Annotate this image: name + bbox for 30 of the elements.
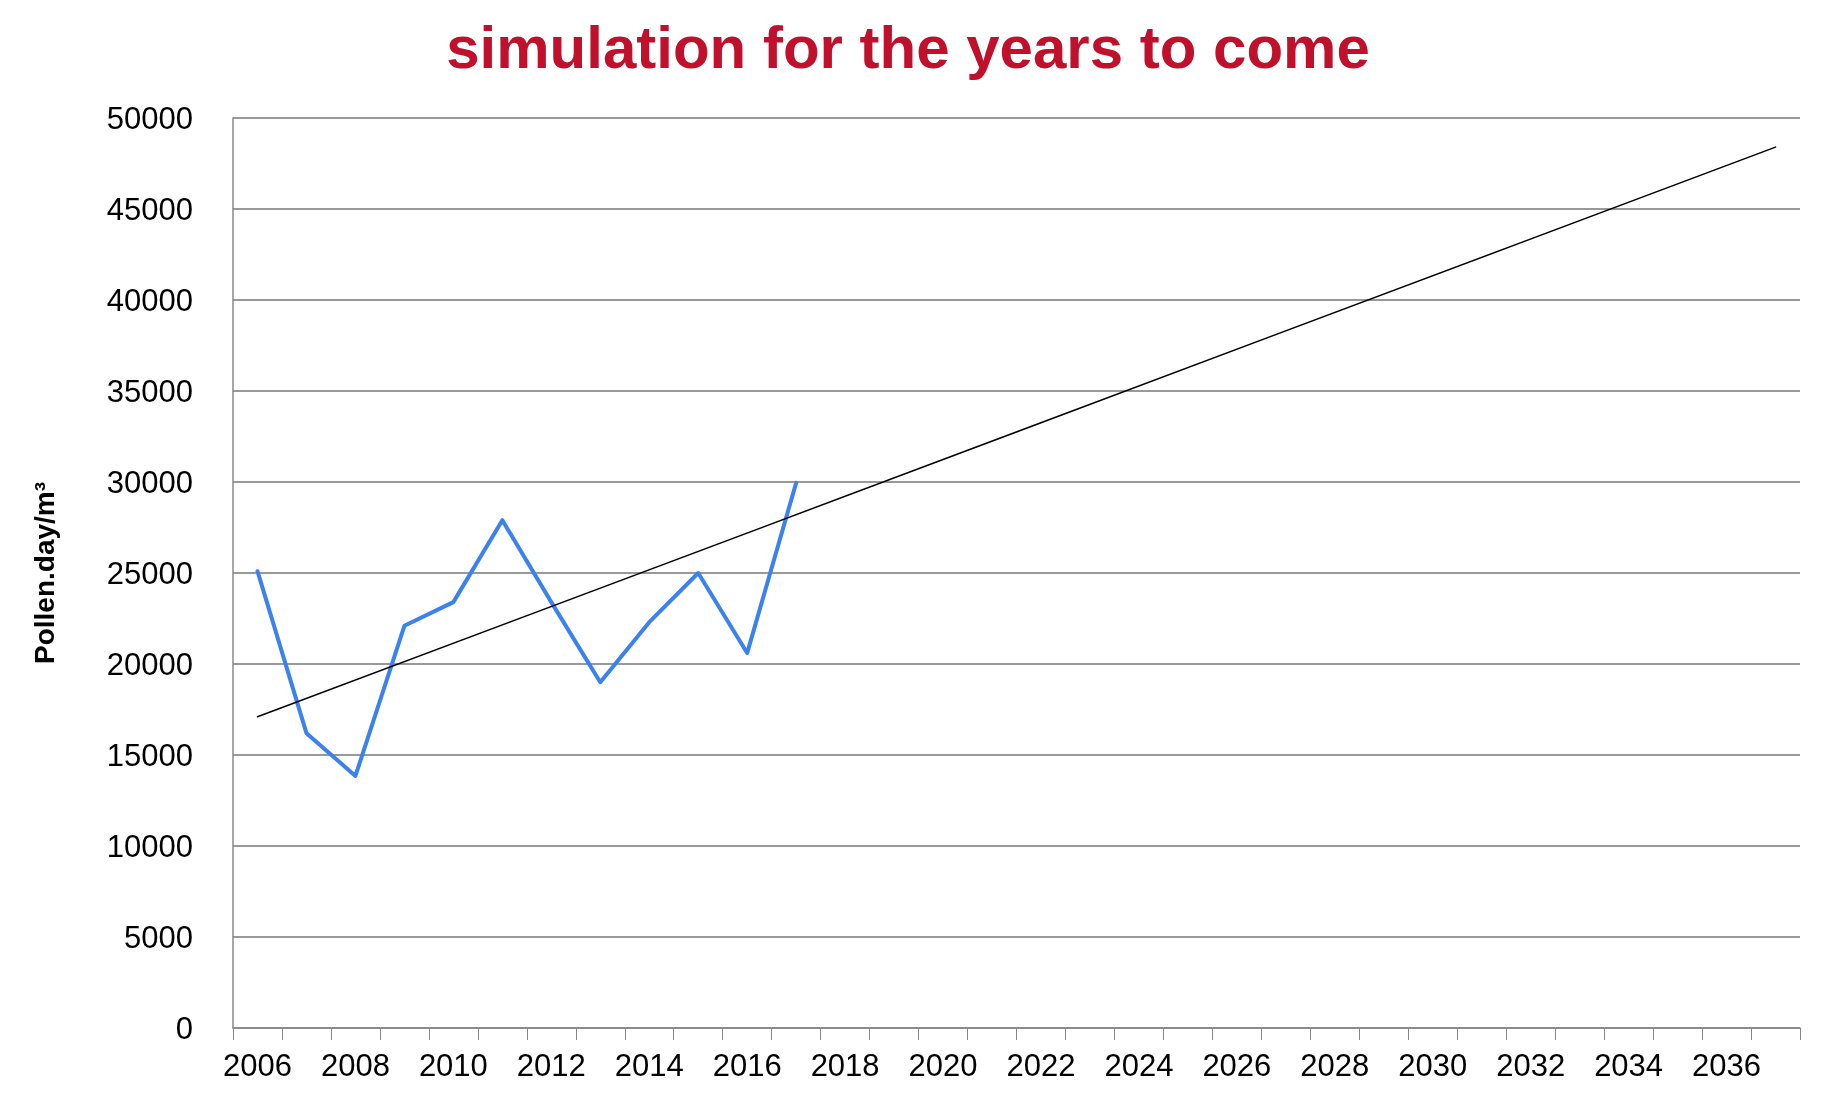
x-tick-label: 2034 bbox=[1594, 1048, 1664, 1083]
chart-title: simulation for the years to come bbox=[446, 13, 1370, 81]
y-tick-label: 35000 bbox=[106, 373, 193, 409]
y-tick-label: 15000 bbox=[106, 737, 193, 773]
y-tick-label: 25000 bbox=[106, 555, 193, 591]
x-tick-label: 2018 bbox=[810, 1048, 880, 1083]
y-tick-label: 30000 bbox=[106, 464, 193, 500]
x-tick-label: 2028 bbox=[1300, 1048, 1370, 1083]
y-tick-label: 5000 bbox=[124, 919, 193, 955]
x-tick-label: 2030 bbox=[1398, 1048, 1468, 1083]
x-tick-label: 2010 bbox=[418, 1048, 488, 1083]
x-tick-label: 2026 bbox=[1202, 1048, 1272, 1083]
x-tick-label: 2032 bbox=[1496, 1048, 1566, 1083]
x-tick-label: 2012 bbox=[516, 1048, 586, 1083]
y-tick-label: 45000 bbox=[106, 191, 193, 227]
y-tick-label: 40000 bbox=[106, 282, 193, 318]
y-tick-label: 50000 bbox=[106, 100, 193, 136]
x-tick-label: 2036 bbox=[1692, 1048, 1762, 1083]
x-tick-label: 2014 bbox=[614, 1048, 684, 1083]
y-axis-title: Pollen.day/m³ bbox=[28, 481, 60, 665]
x-tick-label: 2008 bbox=[320, 1048, 390, 1083]
x-tick-label: 2006 bbox=[223, 1048, 292, 1083]
y-tick-label: 0 bbox=[175, 1010, 193, 1046]
y-tick-label: 10000 bbox=[106, 828, 193, 864]
x-tick-label: 2024 bbox=[1104, 1048, 1174, 1083]
y-tick-label: 20000 bbox=[106, 646, 193, 682]
x-tick-label: 2022 bbox=[1006, 1048, 1076, 1083]
x-tick-label: 2020 bbox=[908, 1048, 978, 1083]
line-series bbox=[255, 480, 799, 778]
x-tick-label: 2016 bbox=[712, 1048, 782, 1083]
